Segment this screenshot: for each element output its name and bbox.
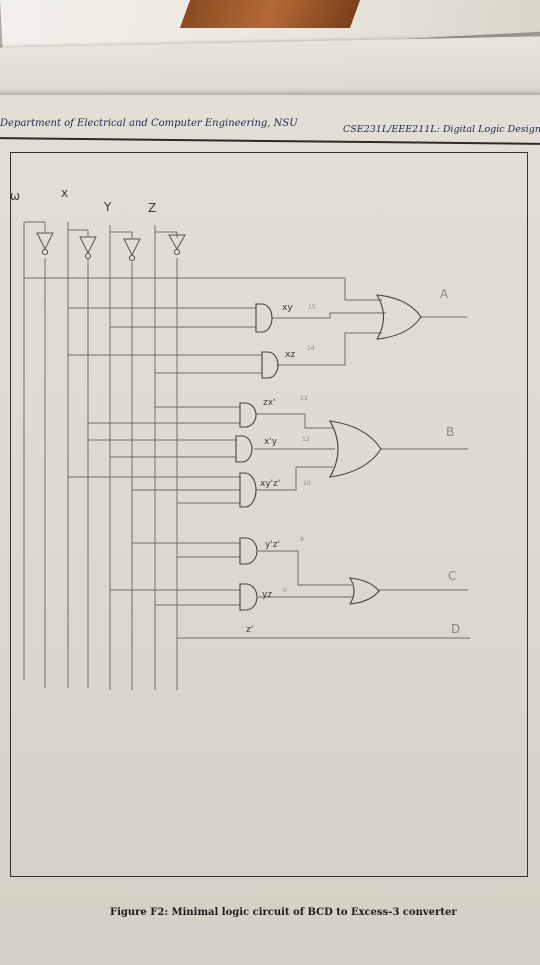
- and-gate-zx: [239, 402, 257, 428]
- or-gate-a: [375, 294, 422, 340]
- figure-frame: [10, 152, 528, 877]
- minterm-15: 15: [308, 304, 316, 311]
- inverter-w: [36, 232, 54, 251]
- and-gate-yz1: [239, 537, 258, 565]
- inverter-z: [168, 234, 186, 251]
- and-gates: [235, 303, 279, 611]
- lab-manual-page: [0, 95, 540, 965]
- minterm-9: 9: [300, 536, 304, 543]
- figure-caption: Figure F2: Minimal logic circuit of BCD …: [110, 907, 457, 918]
- input-label-z: Z: [148, 201, 156, 215]
- wires: [23, 221, 470, 690]
- input-label-w: ω: [10, 189, 20, 203]
- gate-label-x-y: x'y: [264, 437, 278, 447]
- minterm-14: 14: [307, 345, 315, 352]
- page-header-course: CSE231L/EEE211L: Digital Logic Design La: [343, 124, 540, 135]
- minterm-12: 12: [302, 436, 310, 443]
- inverter-y: [123, 238, 141, 257]
- minterm-0: 0: [283, 587, 287, 594]
- and-gate-xy: [255, 303, 273, 333]
- gate-label-xz: xz: [285, 350, 295, 360]
- gate-label-xy: xy: [282, 303, 293, 313]
- output-label-b: B: [446, 425, 454, 439]
- handwritten-labels: ω x Y Z xy 15 xz 14 zx' 13 x'y 12 xy'z' …: [10, 186, 460, 636]
- inverters: [36, 232, 186, 262]
- output-label-c: C: [448, 569, 456, 583]
- minterm-10: 10: [303, 480, 311, 487]
- input-label-y: Y: [103, 200, 112, 214]
- and-gate-x-y: [235, 435, 253, 463]
- minterm-13: 13: [300, 395, 308, 402]
- gate-label-yz1: y'z': [265, 540, 280, 550]
- page-header-department: Department of Electrical and Computer En…: [0, 118, 298, 129]
- and-gate-xz: [261, 351, 279, 379]
- input-label-x: x: [61, 186, 68, 200]
- gate-label-zx: zx': [263, 398, 276, 408]
- or-gate-b: [328, 420, 382, 478]
- and-gate-xyz: [239, 472, 257, 508]
- gate-label-xyz: xy'z': [260, 479, 280, 489]
- gate-label-yz2: yz: [262, 590, 272, 600]
- inverter-x: [79, 236, 97, 255]
- or-gates: [328, 294, 422, 605]
- gate-label-z-not: z': [246, 625, 253, 635]
- output-label-d: D: [451, 622, 460, 636]
- output-label-a: A: [440, 287, 449, 301]
- or-gate-c: [348, 577, 380, 605]
- and-gate-yz2: [239, 583, 258, 611]
